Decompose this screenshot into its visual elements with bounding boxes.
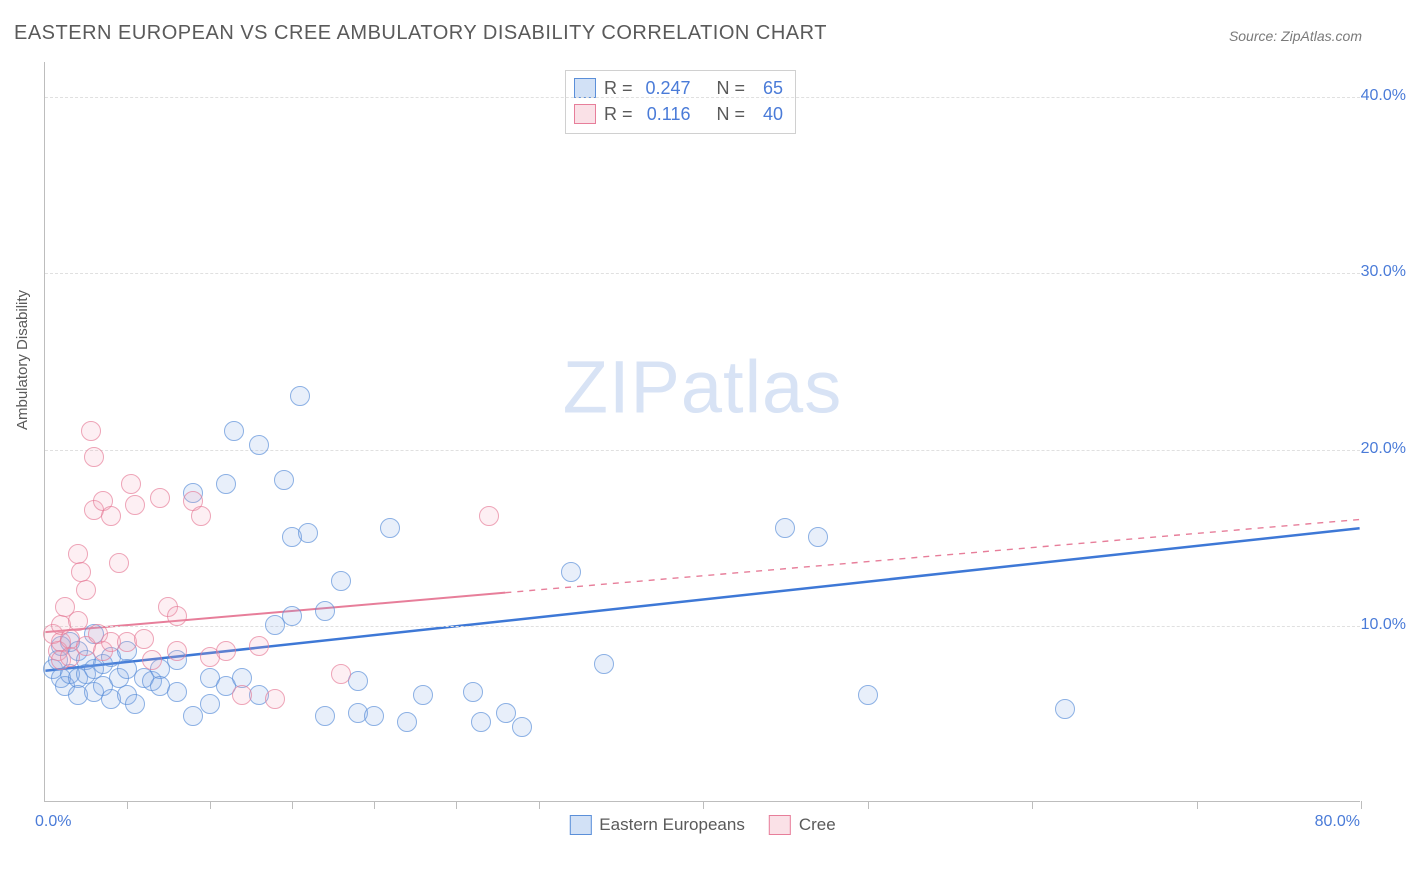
legend-swatch <box>574 104 596 124</box>
scatter-point <box>290 386 310 406</box>
r-value: 0.116 <box>641 101 691 127</box>
scatter-point <box>561 562 581 582</box>
scatter-point <box>121 474 141 494</box>
scatter-point <box>232 685 252 705</box>
scatter-point <box>249 636 269 656</box>
y-tick-label: 40.0% <box>1361 87 1406 105</box>
scatter-point <box>224 421 244 441</box>
gridline <box>45 273 1360 274</box>
scatter-point <box>331 571 351 591</box>
scatter-point <box>200 694 220 714</box>
trend-line-dashed <box>505 519 1359 592</box>
legend-swatch <box>569 815 591 835</box>
scatter-point <box>142 650 162 670</box>
scatter-point <box>167 682 187 702</box>
chart-source: Source: ZipAtlas.com <box>1229 28 1362 44</box>
x-tick <box>456 801 457 809</box>
scatter-point <box>101 506 121 526</box>
scatter-point <box>479 506 499 526</box>
scatter-point <box>191 506 211 526</box>
scatter-point <box>84 447 104 467</box>
scatter-point <box>76 580 96 600</box>
x-axis-min-label: 0.0% <box>35 813 71 831</box>
scatter-point <box>397 712 417 732</box>
series-legend-item: Eastern Europeans <box>569 815 745 835</box>
scatter-point <box>512 717 532 737</box>
scatter-point <box>150 488 170 508</box>
y-tick-label: 20.0% <box>1361 440 1406 458</box>
scatter-point <box>274 470 294 490</box>
stats-legend-box: R =0.247N =65R =0.116N =40 <box>565 70 796 134</box>
series-legend: Eastern Europeans Cree <box>569 815 835 835</box>
scatter-point <box>81 421 101 441</box>
scatter-point <box>413 685 433 705</box>
scatter-point <box>249 435 269 455</box>
r-label: R = <box>604 101 633 127</box>
gridline <box>45 626 1360 627</box>
scatter-point <box>216 474 236 494</box>
scatter-point <box>167 641 187 661</box>
x-tick <box>127 801 128 809</box>
scatter-point <box>808 527 828 547</box>
legend-swatch <box>769 815 791 835</box>
x-tick <box>1032 801 1033 809</box>
scatter-point <box>775 518 795 538</box>
x-tick <box>1197 801 1198 809</box>
x-tick <box>1361 801 1362 809</box>
x-tick <box>868 801 869 809</box>
stats-legend-row: R = 0.116 N = 40 <box>574 101 783 127</box>
x-tick <box>210 801 211 809</box>
scatter-point <box>68 611 88 631</box>
scatter-point <box>315 706 335 726</box>
gridline <box>45 450 1360 451</box>
x-axis-max-label: 80.0% <box>1315 813 1360 831</box>
trend-line-solid <box>45 528 1359 671</box>
n-label: N = <box>717 101 746 127</box>
scatter-point <box>265 689 285 709</box>
x-tick <box>539 801 540 809</box>
scatter-point <box>134 629 154 649</box>
scatter-point <box>216 641 236 661</box>
scatter-point <box>1055 699 1075 719</box>
scatter-point <box>594 654 614 674</box>
scatter-point <box>125 495 145 515</box>
scatter-point <box>331 664 351 684</box>
scatter-point <box>125 694 145 714</box>
scatter-point <box>471 712 491 732</box>
n-value: 40 <box>753 101 783 127</box>
scatter-point <box>364 706 384 726</box>
series-legend-item: Cree <box>769 815 836 835</box>
series-name: Cree <box>799 815 836 835</box>
plot-area: ZIPatlas R =0.247N =65R =0.116N =40 0.0%… <box>44 62 1360 802</box>
chart-title: EASTERN EUROPEAN VS CREE AMBULATORY DISA… <box>14 22 827 45</box>
legend-swatch <box>574 78 596 98</box>
scatter-point <box>109 553 129 573</box>
y-tick-label: 30.0% <box>1361 263 1406 281</box>
scatter-point <box>298 523 318 543</box>
scatter-point <box>496 703 516 723</box>
gridline <box>45 97 1360 98</box>
scatter-point <box>463 682 483 702</box>
y-tick-label: 10.0% <box>1361 616 1406 634</box>
scatter-point <box>380 518 400 538</box>
scatter-point <box>858 685 878 705</box>
x-tick <box>703 801 704 809</box>
scatter-point <box>315 601 335 621</box>
scatter-point <box>167 606 187 626</box>
x-tick <box>292 801 293 809</box>
series-name: Eastern Europeans <box>599 815 745 835</box>
scatter-point <box>282 606 302 626</box>
x-tick <box>374 801 375 809</box>
y-axis-label: Ambulatory Disability <box>14 290 31 430</box>
